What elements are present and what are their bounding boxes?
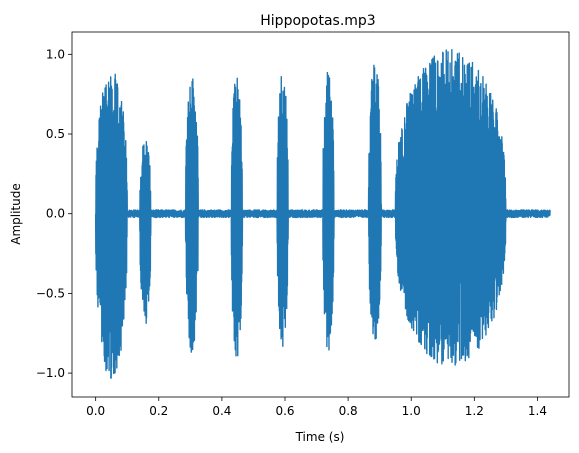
y-tick-label: 0.0 bbox=[46, 207, 65, 221]
x-axis: 0.0 0.2 0.4 0.6 0.8 1.0 1.2 1.4 bbox=[86, 397, 547, 418]
y-axis-label: Amplitude bbox=[9, 183, 23, 245]
y-tick-label: −0.5 bbox=[36, 286, 65, 300]
y-tick-label: −1.0 bbox=[36, 366, 65, 380]
x-axis-label: Time (s) bbox=[295, 430, 345, 444]
x-tick-label: 1.2 bbox=[465, 404, 484, 418]
x-tick-label: 0.2 bbox=[149, 404, 168, 418]
x-tick-label: 0.0 bbox=[86, 404, 105, 418]
y-tick-label: 0.5 bbox=[46, 127, 65, 141]
chart-title: Hippopotas.mp3 bbox=[260, 13, 375, 29]
y-axis: −1.0 −0.5 0.0 0.5 1.0 bbox=[36, 47, 72, 380]
waveform-series-line bbox=[94, 48, 551, 379]
plot-area bbox=[94, 48, 551, 379]
x-tick-label: 1.4 bbox=[528, 404, 547, 418]
x-tick-label: 0.4 bbox=[212, 404, 231, 418]
y-tick-label: 1.0 bbox=[46, 47, 65, 61]
axes-frame bbox=[71, 31, 570, 398]
x-tick-label: 1.0 bbox=[402, 404, 421, 418]
x-tick-label: 0.8 bbox=[339, 404, 358, 418]
x-tick-label: 0.6 bbox=[275, 404, 294, 418]
